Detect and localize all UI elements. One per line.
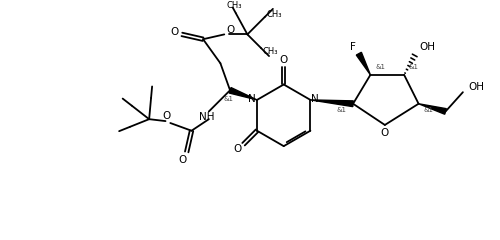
Polygon shape bbox=[356, 52, 370, 75]
Text: OH: OH bbox=[468, 82, 484, 92]
Text: O: O bbox=[380, 128, 389, 138]
Text: O: O bbox=[178, 155, 187, 165]
Text: O: O bbox=[170, 27, 178, 37]
Text: N: N bbox=[312, 94, 319, 104]
Text: &1: &1 bbox=[409, 64, 419, 70]
Text: CH₃: CH₃ bbox=[263, 47, 278, 56]
Text: &1: &1 bbox=[423, 107, 433, 113]
Text: &1: &1 bbox=[336, 107, 346, 113]
Text: &1: &1 bbox=[375, 64, 385, 70]
Text: O: O bbox=[162, 111, 170, 121]
Text: NH: NH bbox=[199, 112, 214, 122]
Polygon shape bbox=[418, 104, 446, 114]
Text: O: O bbox=[280, 55, 288, 66]
Text: N: N bbox=[248, 94, 256, 104]
Text: F: F bbox=[350, 42, 356, 52]
Text: CH₃: CH₃ bbox=[226, 1, 242, 10]
Text: O: O bbox=[234, 144, 242, 154]
Text: OH: OH bbox=[419, 42, 435, 52]
Text: &1: &1 bbox=[223, 96, 233, 102]
Text: O: O bbox=[226, 24, 234, 35]
Polygon shape bbox=[310, 100, 354, 107]
Polygon shape bbox=[229, 88, 257, 100]
Text: CH₃: CH₃ bbox=[266, 10, 282, 19]
